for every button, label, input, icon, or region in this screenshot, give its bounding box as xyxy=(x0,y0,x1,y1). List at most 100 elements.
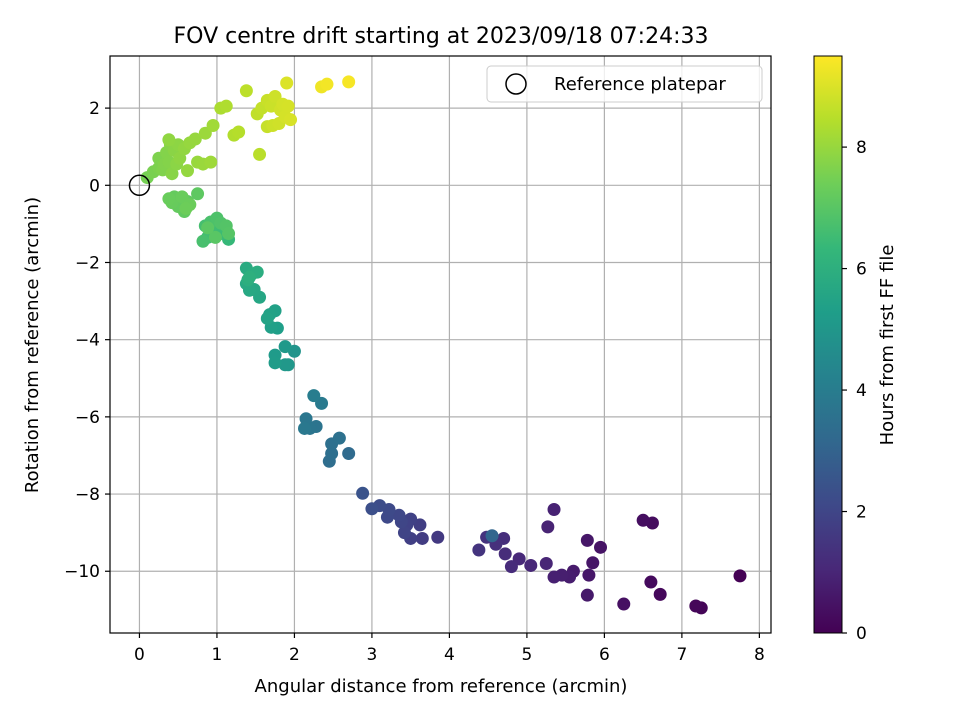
data-point xyxy=(498,547,512,561)
x-tick-label: 3 xyxy=(367,645,378,665)
data-point xyxy=(617,597,631,611)
y-tick-label: 0 xyxy=(89,176,100,196)
legend-label-reference: Reference platepar xyxy=(554,74,726,95)
data-point xyxy=(278,340,292,354)
data-point xyxy=(539,557,553,571)
data-point xyxy=(201,221,215,235)
x-tick-label: 5 xyxy=(521,645,532,665)
legend: Reference platepar xyxy=(486,65,763,103)
y-tick-label: −8 xyxy=(75,485,100,505)
data-point xyxy=(204,155,218,169)
data-point xyxy=(173,151,187,165)
data-point xyxy=(580,588,594,602)
colorbar-gradient xyxy=(813,55,843,634)
data-point xyxy=(586,556,600,570)
data-point xyxy=(280,76,294,90)
y-tick-label: −6 xyxy=(75,408,100,428)
reference-platepar-marker xyxy=(128,174,151,197)
x-tick-label: 2 xyxy=(289,645,300,665)
data-point xyxy=(179,201,193,215)
data-point xyxy=(162,133,176,147)
plot-frame xyxy=(109,55,772,634)
data-point xyxy=(260,311,274,325)
data-point xyxy=(397,526,411,540)
data-point xyxy=(342,447,356,461)
data-point xyxy=(284,113,298,127)
data-point xyxy=(239,84,253,98)
data-point xyxy=(644,575,658,589)
x-axis-label: Angular distance from reference (arcmin) xyxy=(255,676,628,697)
data-point xyxy=(242,270,256,284)
data-point xyxy=(580,533,594,547)
data-point xyxy=(547,570,561,584)
colorbar-tick-label: 8 xyxy=(856,138,867,158)
x-tick-label: 0 xyxy=(134,645,145,665)
y-axis-ticks: −10 −8 −6 −4 −2 0 2 xyxy=(64,99,110,582)
grid-lines xyxy=(110,56,771,633)
data-point xyxy=(342,75,356,89)
colorbar: 0 2 4 6 8 Hours from first FF file xyxy=(813,55,898,644)
colorbar-ticks: 0 2 4 6 8 xyxy=(842,138,867,644)
data-point xyxy=(653,587,667,601)
data-point xyxy=(307,389,321,403)
data-point xyxy=(689,599,703,613)
data-point xyxy=(320,77,334,91)
data-point xyxy=(504,560,518,574)
colorbar-tick-label: 0 xyxy=(856,624,867,644)
data-point xyxy=(298,421,312,435)
data-points xyxy=(140,75,747,615)
data-point xyxy=(188,132,202,146)
y-axis-label: Rotation from reference (arcmin) xyxy=(22,197,43,493)
data-point xyxy=(325,447,339,461)
data-point xyxy=(472,543,486,557)
data-point xyxy=(636,513,650,527)
data-point xyxy=(232,125,246,139)
chart-title: FOV centre drift starting at 2023/09/18 … xyxy=(174,24,709,49)
data-point xyxy=(365,502,379,516)
x-tick-label: 8 xyxy=(754,645,765,665)
data-point xyxy=(165,167,179,181)
colorbar-tick-label: 2 xyxy=(856,503,867,523)
colorbar-tick-label: 4 xyxy=(856,381,867,401)
data-point xyxy=(222,227,236,241)
data-point xyxy=(547,502,561,516)
data-point xyxy=(431,530,445,544)
data-point xyxy=(524,558,538,572)
x-axis-ticks: 0 1 2 3 4 5 6 7 8 xyxy=(134,633,765,665)
data-point xyxy=(485,529,499,543)
data-point xyxy=(582,568,596,582)
data-point xyxy=(206,118,220,132)
data-point xyxy=(281,99,295,113)
data-point xyxy=(253,147,267,161)
y-tick-label: −10 xyxy=(64,562,100,582)
data-point xyxy=(541,520,555,534)
y-tick-label: −2 xyxy=(75,253,100,273)
x-tick-label: 4 xyxy=(444,645,455,665)
data-point xyxy=(208,230,222,244)
data-point xyxy=(299,412,313,426)
data-point xyxy=(594,540,608,554)
data-point xyxy=(415,531,429,545)
x-tick-label: 1 xyxy=(212,645,223,665)
data-point xyxy=(356,486,370,500)
data-point xyxy=(413,518,427,532)
data-point xyxy=(332,431,346,445)
data-point xyxy=(268,356,282,370)
data-point xyxy=(733,569,747,583)
y-tick-label: −4 xyxy=(75,331,100,351)
data-point xyxy=(180,164,194,178)
data-point xyxy=(278,358,292,372)
data-point xyxy=(219,99,233,113)
x-tick-label: 6 xyxy=(599,645,610,665)
y-tick-label: 2 xyxy=(89,99,100,119)
reference-marker xyxy=(128,174,151,197)
legend-marker-reference xyxy=(505,73,527,95)
x-tick-label: 7 xyxy=(676,645,687,665)
data-point xyxy=(162,192,176,206)
data-point xyxy=(191,187,205,201)
colorbar-tick-label: 6 xyxy=(856,260,867,280)
colorbar-label: Hours from first FF file xyxy=(877,245,898,446)
data-point xyxy=(196,234,210,248)
data-point xyxy=(392,508,406,522)
